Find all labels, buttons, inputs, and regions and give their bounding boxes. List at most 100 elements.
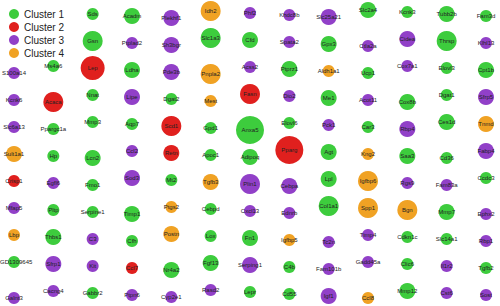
svg-text:Elovl3: Elovl3 [438,65,455,71]
svg-text:Slc25a21: Slc25a21 [316,14,342,20]
svg-text:Ptpn6: Ptpn6 [124,292,140,298]
svg-text:Tubb2b: Tubb2b [437,11,458,17]
svg-text:Rbp1: Rbp1 [479,238,494,244]
svg-text:Cox7a1: Cox7a1 [397,63,418,69]
svg-text:Tgfb3: Tgfb3 [203,179,219,185]
svg-text:Col1a1: Col1a1 [319,203,339,209]
svg-text:Gadd45a: Gadd45a [356,259,381,265]
svg-text:Cluster 1: Cluster 1 [24,9,64,20]
svg-text:Ldha: Ldha [125,67,139,73]
svg-text:Phf2: Phf2 [244,10,257,16]
svg-text:Hp: Hp [49,153,57,159]
svg-text:Sod3: Sod3 [125,175,140,181]
svg-text:Ephx2: Ephx2 [477,211,495,217]
svg-text:Lcn2: Lcn2 [86,155,100,161]
svg-text:Pltp: Pltp [48,207,59,213]
svg-text:Tc2n: Tc2n [322,239,335,245]
svg-text:Rasd2: Rasd2 [202,287,220,293]
svg-text:Fasn: Fasn [243,91,256,97]
svg-text:Crisp1: Crisp1 [5,178,23,184]
svg-text:Ccl7: Ccl7 [126,265,139,271]
svg-text:Cst6: Cst6 [440,290,453,296]
svg-text:Idh2: Idh2 [205,8,217,14]
svg-text:Ms4a6: Ms4a6 [44,63,63,69]
svg-text:Mmp7: Mmp7 [438,209,455,215]
svg-text:Cidea: Cidea [399,36,415,42]
svg-text:Sds: Sds [87,11,97,17]
svg-text:Dio2: Dio2 [283,93,296,99]
svg-text:Thbs1: Thbs1 [45,234,62,240]
svg-text:Fgf13: Fgf13 [203,260,219,266]
svg-text:C3: C3 [89,236,97,242]
svg-text:S100a14: S100a14 [2,70,27,76]
svg-text:Dgat1: Dgat1 [439,92,456,98]
svg-text:Bgn: Bgn [402,207,413,213]
svg-text:Lbp: Lbp [9,232,20,238]
svg-text:Serping1: Serping1 [238,262,263,268]
svg-text:C4b: C4b [284,264,296,270]
svg-text:Postn: Postn [164,231,179,237]
svg-text:Ccl2: Ccl2 [126,148,139,154]
svg-text:Saa3: Saa3 [400,153,415,159]
svg-text:Ccdc3: Ccdc3 [477,175,495,181]
svg-text:Galnt3: Galnt3 [5,295,23,301]
svg-text:Rgs9: Rgs9 [400,180,415,186]
svg-text:Igfbp6: Igfbp6 [360,178,377,184]
svg-text:Cluster 4: Cluster 4 [24,48,64,59]
svg-text:Mmp12: Mmp12 [397,288,418,294]
svg-text:Gabbr2: Gabbr2 [83,290,104,296]
svg-text:Slc14a1: Slc14a1 [436,236,458,242]
svg-text:Plin1: Plin1 [243,181,257,187]
svg-text:Khdc8b: Khdc8b [279,12,300,18]
svg-text:Aldh1a1: Aldh1a1 [318,68,341,74]
svg-text:Car3: Car3 [361,124,375,130]
svg-text:Sost: Sost [480,292,492,298]
svg-text:Agt: Agt [324,149,333,155]
svg-text:Retn: Retn [165,150,178,156]
svg-text:Sh3bgr: Sh3bgr [162,42,181,48]
svg-text:Pck1: Pck1 [322,122,336,128]
svg-text:Lep: Lep [88,65,99,71]
svg-text:Serpine1: Serpine1 [81,209,106,215]
svg-text:Fabp4: Fabp4 [477,148,495,154]
svg-text:Rbp4: Rbp4 [400,126,415,132]
svg-text:Spata2: Spata2 [280,39,300,45]
svg-text:Spp1: Spp1 [361,205,376,211]
svg-text:Ucp1: Ucp1 [361,70,376,76]
svg-text:Il1r2: Il1r2 [441,263,453,269]
svg-text:Dgat2: Dgat2 [163,96,180,102]
svg-text:Mest: Mest [204,98,217,104]
svg-text:Thrsp: Thrsp [439,38,455,44]
svg-text:Acadm: Acadm [123,13,142,19]
svg-text:Pnpla2: Pnpla2 [201,71,220,77]
svg-text:Slc6a13: Slc6a13 [3,124,25,130]
svg-text:Anxa5: Anxa5 [241,127,259,133]
svg-text:Ces1d: Ces1d [438,119,455,125]
svg-text:Fam3d: Fam3d [477,13,496,19]
svg-text:Gsn: Gsn [87,38,98,44]
svg-text:Elovl6: Elovl6 [281,120,298,126]
svg-text:Slc2a4: Slc2a4 [359,7,378,13]
svg-text:Lpl: Lpl [325,176,333,182]
svg-text:Cfh: Cfh [127,238,136,244]
svg-text:Lox: Lox [206,233,216,239]
svg-text:Mfap5: Mfap5 [6,205,23,211]
svg-text:Pparg: Pparg [281,147,297,153]
svg-text:Cxcl13: Cxcl13 [241,208,260,214]
svg-text:Ptprz1: Ptprz1 [281,66,299,72]
svg-text:Clic6: Clic6 [401,261,415,267]
svg-text:Fn1: Fn1 [245,235,256,241]
svg-text:Kng2: Kng2 [361,151,376,157]
svg-text:Tgfb2: Tgfb2 [478,265,494,271]
svg-text:Me1: Me1 [323,95,335,101]
svg-text:Fam83a: Fam83a [436,182,459,188]
svg-text:Ptplad2: Ptplad2 [122,40,143,46]
svg-text:Mt2: Mt2 [166,177,177,183]
svg-text:Pde3b: Pde3b [163,69,181,75]
svg-text:Sfrp5: Sfrp5 [479,94,494,100]
svg-text:Kcnk3: Kcnk3 [399,9,416,15]
svg-text:Cfd: Cfd [245,37,254,43]
svg-text:Plekhf1: Plekhf1 [161,15,182,21]
svg-text:Scd1: Scd1 [164,123,178,129]
svg-text:Adipoq: Adipoq [241,154,260,160]
